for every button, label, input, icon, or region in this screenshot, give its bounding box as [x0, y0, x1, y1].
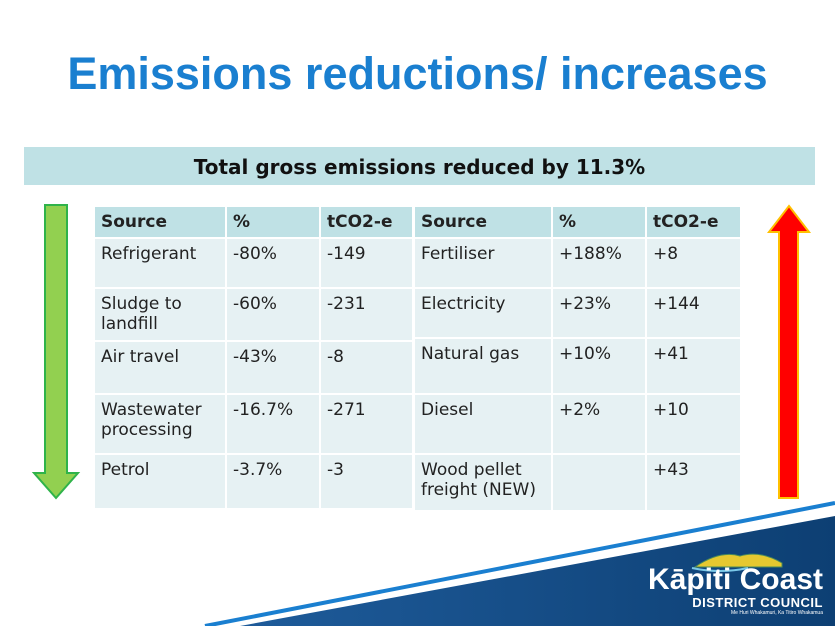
summary-banner: Total gross emissions reduced by 11.3%	[24, 147, 815, 185]
percent-cell	[553, 455, 645, 510]
column-header: %	[227, 207, 319, 237]
column-header: tCO2-e	[321, 207, 412, 237]
source-cell: Natural gas	[415, 339, 551, 393]
source-cell: Fertiliser	[415, 239, 551, 287]
column-header: %	[553, 207, 645, 237]
percent-cell: -80%	[227, 239, 319, 287]
table-row: Refrigerant -80% -149	[95, 239, 412, 287]
table-row: Wastewater processing -16.7% -271	[95, 395, 412, 453]
source-cell: Wastewater processing	[95, 395, 225, 453]
percent-cell: -3.7%	[227, 455, 319, 508]
logo-tagline: Me Huri Whakamuri, Ka Titiro Whakamua	[731, 610, 823, 616]
logo-name: Kāpiti Coast	[647, 563, 823, 596]
source-cell: Refrigerant	[95, 239, 225, 287]
source-cell: Sludge to landfill	[95, 289, 225, 340]
tco2e-cell: -149	[321, 239, 412, 287]
tco2e-cell: -271	[321, 395, 412, 453]
tco2e-cell: +144	[647, 289, 740, 337]
percent-cell: +2%	[553, 395, 645, 453]
table-header-row: Source % tCO2-e	[415, 207, 740, 237]
table-row: Electricity +23% +144	[415, 289, 740, 337]
logo-subtitle: DISTRICT COUNCIL	[692, 595, 823, 610]
tco2e-cell: +43	[647, 455, 740, 510]
percent-cell: +10%	[553, 339, 645, 393]
percent-cell: +23%	[553, 289, 645, 337]
table-row: Petrol -3.7% -3	[95, 455, 412, 508]
down-arrow-icon	[31, 204, 81, 500]
column-header: Source	[95, 207, 225, 237]
source-cell: Diesel	[415, 395, 551, 453]
tco2e-cell: -8	[321, 342, 412, 393]
increases-table: Source % tCO2-e Fertiliser +188% +8 Electr…	[413, 205, 742, 512]
source-cell: Air travel	[95, 342, 225, 393]
table-row: Wood pellet freight (NEW) +43	[415, 455, 740, 510]
table-row: Fertiliser +188% +8	[415, 239, 740, 287]
source-cell: Electricity	[415, 289, 551, 337]
tco2e-cell: +41	[647, 339, 740, 393]
percent-cell: -43%	[227, 342, 319, 393]
tco2e-cell: +8	[647, 239, 740, 287]
source-cell: Petrol	[95, 455, 225, 508]
table-row: Sludge to landfill -60% -231	[95, 289, 412, 340]
up-arrow-icon	[766, 204, 812, 499]
tco2e-cell: -3	[321, 455, 412, 508]
slide-title: Emissions reductions/ increases	[67, 48, 768, 99]
table-header-row: Source % tCO2-e	[95, 207, 412, 237]
reductions-table: Source % tCO2-e Refrigerant -80% -149 Slud…	[93, 205, 414, 510]
council-logo: Kāpiti Coast DISTRICT COUNCIL Me Huri Wh…	[647, 563, 823, 617]
table-row: Diesel +2% +10	[415, 395, 740, 453]
table-row: Natural gas +10% +41	[415, 339, 740, 393]
source-cell: Wood pellet freight (NEW)	[415, 455, 551, 510]
column-header: Source	[415, 207, 551, 237]
percent-cell: -60%	[227, 289, 319, 340]
percent-cell: -16.7%	[227, 395, 319, 453]
logo-mountain-icon	[691, 553, 783, 572]
tco2e-cell: +10	[647, 395, 740, 453]
tco2e-cell: -231	[321, 289, 412, 340]
table-row: Air travel -43% -8	[95, 342, 412, 393]
column-header: tCO2-e	[647, 207, 740, 237]
percent-cell: +188%	[553, 239, 645, 287]
